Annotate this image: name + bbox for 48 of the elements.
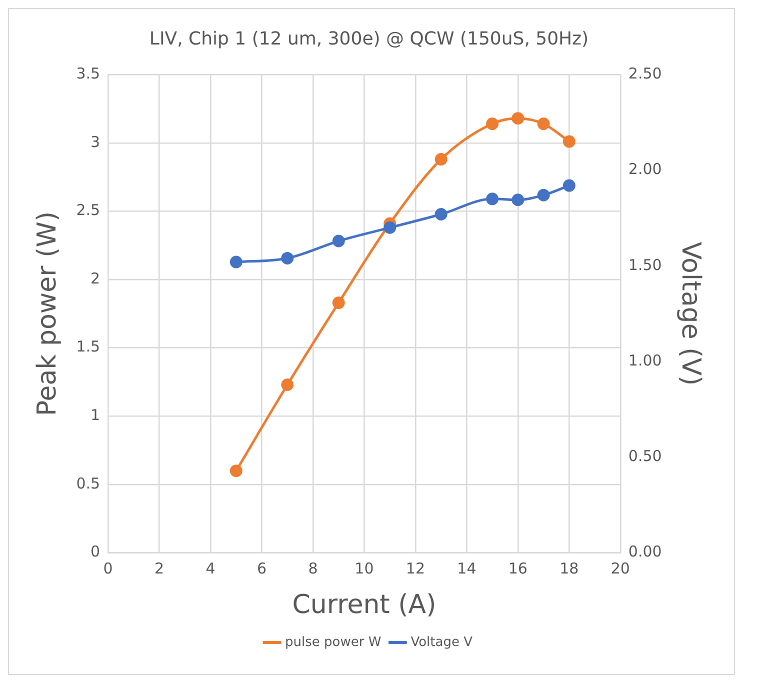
x-tick-label: 14 bbox=[457, 560, 476, 578]
point bbox=[562, 179, 576, 192]
point bbox=[230, 256, 242, 268]
y-tick-label: 0.5 bbox=[76, 474, 100, 492]
point bbox=[562, 135, 576, 148]
point bbox=[434, 208, 448, 220]
y-tick-label: 1.5 bbox=[76, 338, 100, 356]
x-tick-label: 18 bbox=[560, 560, 579, 578]
point bbox=[281, 252, 294, 264]
point bbox=[332, 234, 345, 248]
y2-tick-label: 2.00 bbox=[628, 160, 662, 178]
y-tick-label: 2.5 bbox=[76, 201, 100, 220]
y2-tick-label: 0.50 bbox=[628, 447, 662, 466]
y-axis-title: Peak power (W) bbox=[32, 211, 62, 416]
point bbox=[537, 118, 550, 130]
y-tick-label: 0 bbox=[90, 542, 100, 561]
y2-tick-label: 1.00 bbox=[628, 351, 662, 370]
x-tick-label: 20 bbox=[610, 560, 630, 578]
y2-tick-label: 1.50 bbox=[628, 256, 662, 274]
x-tick-label: 16 bbox=[508, 560, 528, 578]
point bbox=[230, 464, 242, 478]
point bbox=[486, 192, 499, 206]
x-tick-label: 12 bbox=[406, 560, 426, 578]
x-tick-label: 10 bbox=[354, 560, 374, 578]
y-tick-label: 3 bbox=[90, 132, 100, 151]
x-tick-label: 6 bbox=[256, 560, 267, 578]
legend-label: Voltage V bbox=[410, 634, 473, 650]
point bbox=[332, 296, 345, 310]
point bbox=[512, 112, 524, 125]
x-tick-label: 0 bbox=[103, 560, 113, 578]
y-tick-label: 3.5 bbox=[76, 64, 100, 82]
y2-axis-title: Voltage (V) bbox=[676, 242, 706, 386]
point bbox=[537, 188, 550, 202]
x-tick-label: 4 bbox=[206, 560, 216, 578]
y-tick-label: 1 bbox=[90, 406, 100, 424]
point bbox=[486, 118, 499, 130]
point bbox=[281, 378, 294, 391]
point bbox=[434, 153, 448, 166]
x-tick-label: 2 bbox=[154, 560, 164, 578]
point bbox=[512, 194, 524, 206]
y2-tick-label: 2.50 bbox=[628, 64, 662, 82]
legend-label: pulse power W bbox=[285, 634, 382, 650]
x-tick-label: 8 bbox=[308, 560, 318, 578]
chart-title: LIV, Chip 1 (12 um, 300e) @ QCW (150uS, 50Hz) bbox=[149, 28, 589, 50]
x-axis-title: Current (A) bbox=[292, 590, 436, 620]
point bbox=[384, 221, 396, 234]
y-tick-label: 2 bbox=[90, 269, 100, 288]
y2-tick-label: 0.00 bbox=[628, 542, 662, 561]
